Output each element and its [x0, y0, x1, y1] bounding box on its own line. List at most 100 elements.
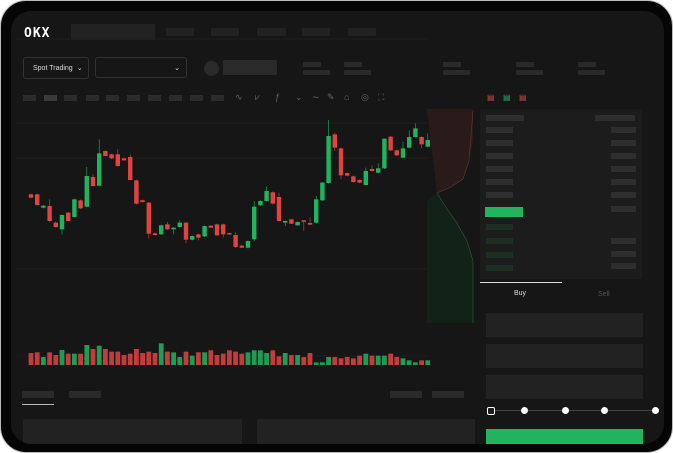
timeframe-button[interactable] [127, 95, 140, 101]
stat-value [516, 70, 543, 75]
slider-step-25[interactable] [521, 407, 528, 414]
function-icon[interactable]: ƒ [275, 92, 281, 102]
depth-bid-line [436, 192, 474, 323]
wave-icon[interactable]: ∼ [312, 92, 320, 102]
timeframe-button[interactable] [86, 95, 99, 101]
candle-body [419, 137, 424, 145]
candle-body [295, 222, 300, 226]
tab-sell[interactable]: Sell [598, 291, 610, 298]
timeframe-button[interactable] [64, 95, 77, 101]
nav-item[interactable] [166, 28, 194, 36]
timeframe-button[interactable] [169, 95, 182, 101]
chevron-down-icon: ⌄ [76, 65, 83, 72]
fullscreen-icon[interactable]: ⛶ [378, 92, 385, 102]
timeframe-button[interactable] [106, 95, 119, 101]
indicator-icon[interactable]: ⩗ [255, 92, 261, 102]
volume-bar [158, 343, 164, 365]
candle-body [233, 235, 238, 247]
line-chart-icon[interactable]: ∿ [235, 92, 243, 102]
candle-body [388, 136, 393, 151]
amount-slider[interactable] [491, 410, 656, 411]
nav-item[interactable] [348, 28, 376, 36]
bottom-action[interactable] [432, 391, 464, 398]
volume-bar [47, 352, 52, 365]
stat-label [516, 62, 534, 67]
orderbook-buy-icon[interactable]: ▤ [503, 93, 511, 102]
candle-body [357, 180, 362, 183]
timeframe-button[interactable] [44, 95, 57, 101]
volume-bar [177, 357, 183, 365]
amount-input[interactable] [486, 344, 643, 368]
candle-body [84, 176, 89, 207]
nav-item[interactable] [257, 28, 286, 36]
candle-body [109, 154, 114, 159]
volume-bar [115, 351, 121, 365]
candle-body [351, 176, 356, 182]
buy-button[interactable] [486, 429, 643, 444]
volume-bar [72, 353, 77, 365]
candle-body [159, 225, 164, 235]
volume-bar [245, 352, 251, 365]
candle-body [239, 245, 244, 248]
volume-bar [140, 353, 145, 365]
tab-order-history[interactable] [69, 391, 101, 398]
tab-open-orders[interactable] [22, 391, 54, 398]
candle-body [221, 224, 226, 235]
slider-handle[interactable] [487, 407, 495, 415]
pen-icon[interactable]: ✎ [327, 92, 335, 102]
app-screen: OKX Spot Trading ⌄ ⌄ ∿ ⩗ ƒ ⌄ ∼ ✎ ⌂ ◎ ⛶ ▤ … [11, 11, 664, 444]
volume-bar [369, 355, 375, 365]
volume-bar [28, 353, 34, 365]
bottom-action[interactable] [390, 391, 422, 398]
volume-bar [276, 356, 282, 365]
timeframe-button[interactable] [190, 95, 203, 101]
price-input[interactable] [486, 313, 643, 337]
total-input[interactable] [486, 375, 643, 399]
tab-buy[interactable]: Buy [514, 290, 527, 297]
bid-price [486, 252, 513, 258]
search-bar[interactable] [71, 24, 155, 40]
nav-item[interactable] [302, 28, 330, 36]
candle-body [345, 173, 350, 176]
candle-body [258, 201, 263, 206]
timeframe-button[interactable] [211, 95, 224, 101]
volume-bar [375, 355, 381, 365]
volume-bar [251, 350, 257, 365]
chevron-down-icon[interactable]: ⌄ [295, 92, 303, 102]
volume-bar [351, 358, 356, 365]
slider-step-50[interactable] [562, 407, 569, 414]
candle-body [35, 194, 40, 205]
volume-bar [134, 349, 139, 365]
spot-trading-dropdown[interactable]: Spot Trading ⌄ [23, 57, 89, 79]
candlestick-chart[interactable] [11, 11, 664, 444]
orderbook-header [486, 115, 524, 121]
ask-amount [611, 153, 636, 159]
volume-bar [270, 350, 276, 365]
orderbook-sell-icon[interactable]: ▤ [519, 93, 527, 102]
pair-dropdown[interactable]: ⌄ [95, 57, 187, 78]
slider-step-75[interactable] [601, 407, 608, 414]
timeframe-button[interactable] [148, 95, 161, 101]
orderbook-both-icon[interactable]: ▤ [487, 93, 495, 102]
candle-body [363, 171, 368, 185]
candle-body [307, 223, 313, 225]
candle-body [66, 212, 71, 221]
slider-step-100[interactable] [652, 407, 659, 414]
timeframe-button[interactable] [23, 95, 36, 101]
magnet-icon[interactable]: ⌂ [344, 92, 350, 102]
volume-bar [196, 352, 201, 365]
candle-body [196, 234, 201, 238]
candle-body [407, 137, 412, 148]
volume-bar [103, 349, 108, 365]
volume-bar [220, 353, 226, 365]
bid-price [486, 265, 513, 271]
candle-body [314, 199, 319, 223]
volume-bar [425, 360, 431, 365]
volume-bar [183, 351, 189, 365]
ask-amount [611, 192, 636, 198]
volume-bar [406, 360, 412, 365]
last-price [485, 207, 523, 217]
candle-body [72, 199, 77, 217]
nav-item[interactable] [211, 28, 239, 36]
target-icon[interactable]: ◎ [361, 92, 369, 102]
